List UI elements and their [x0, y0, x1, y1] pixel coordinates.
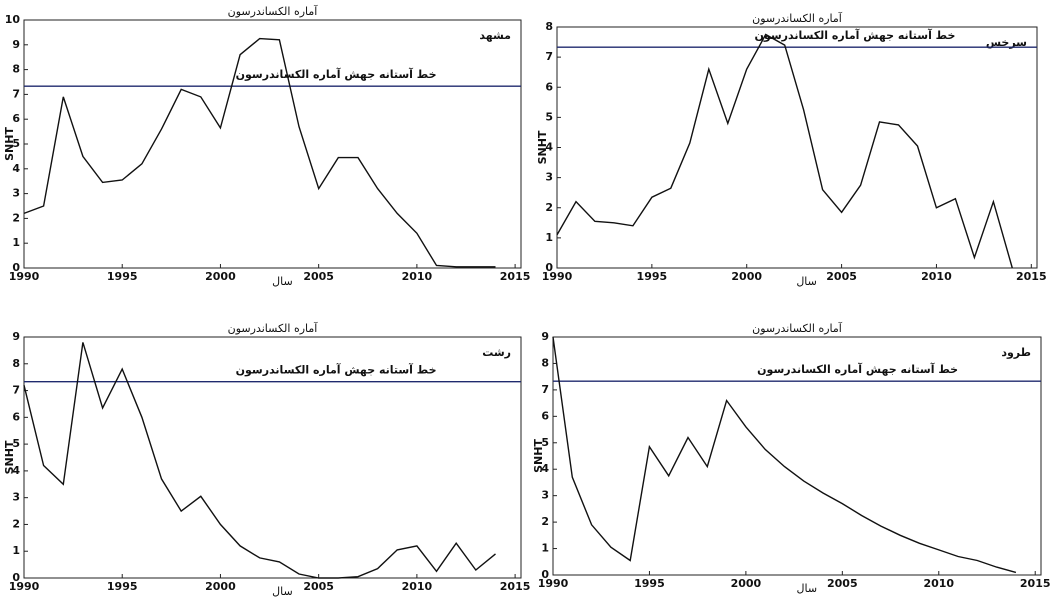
- y-tick-label: 0: [12, 571, 20, 584]
- x-tick-label: 2005: [826, 270, 857, 283]
- y-tick-label: 8: [545, 20, 553, 33]
- y-tick-label: 0: [12, 261, 20, 274]
- y-tick-label: 5: [12, 137, 20, 150]
- x-tick-label: 2000: [205, 580, 236, 593]
- y-axis-label: SNHT: [3, 440, 16, 474]
- x-axis-label: سال: [796, 275, 817, 288]
- plot-frame: [23, 19, 522, 269]
- x-tick-label: 1990: [9, 580, 40, 593]
- y-tick-label: 9: [12, 330, 20, 343]
- data-line: [556, 33, 1013, 269]
- x-tick-label: 2005: [303, 270, 334, 283]
- y-tick-label: 8: [541, 356, 549, 369]
- y-tick-label: 5: [541, 436, 549, 449]
- plot-frame: [23, 336, 522, 579]
- y-tick-label: 2: [12, 211, 20, 224]
- x-tick-label: 1995: [107, 270, 138, 283]
- chart-title: آماره الکساندرسون: [752, 321, 843, 335]
- x-tick-label: 2010: [923, 577, 954, 590]
- y-tick-label: 0: [541, 568, 549, 581]
- y-tick-label: 7: [545, 50, 553, 63]
- x-tick-label: 1990: [538, 577, 569, 590]
- chart-title: آماره الکساندرسون: [752, 11, 843, 25]
- x-axis-label: سال: [796, 582, 817, 595]
- y-tick-label: 8: [12, 357, 20, 370]
- x-tick-label: 2010: [402, 580, 433, 593]
- chart-title: آماره الکساندرسون: [228, 321, 319, 335]
- y-tick-label: 8: [12, 63, 20, 76]
- panel-label: طرود: [1001, 346, 1031, 359]
- y-tick-label: 1: [12, 236, 20, 249]
- x-tick-label: 2005: [303, 580, 334, 593]
- threshold-label: خط آستانه جهش آماره الکساندرسون: [236, 363, 437, 377]
- y-tick-label: 5: [12, 437, 20, 450]
- y-tick-label: 4: [541, 462, 549, 475]
- data-line: [23, 37, 496, 268]
- y-tick-label: 5: [545, 110, 553, 123]
- x-axis-label: سال: [272, 275, 293, 288]
- y-tick-label: 2: [12, 517, 20, 530]
- y-tick-label: 4: [12, 162, 20, 175]
- y-axis-label: SNHT: [3, 127, 16, 161]
- y-tick-label: 2: [541, 515, 549, 528]
- chart-title: آماره الکساندرسون: [228, 4, 319, 18]
- y-tick-label: 6: [541, 409, 549, 422]
- y-tick-label: 7: [12, 87, 20, 100]
- y-tick-label: 1: [541, 542, 549, 555]
- x-tick-label: 1995: [637, 270, 668, 283]
- y-tick-label: 6: [545, 80, 553, 93]
- threshold-label: خط آستانه جهش آماره الکساندرسون: [236, 67, 437, 81]
- x-axis-label: سال: [272, 585, 293, 598]
- x-tick-label: 2015: [500, 580, 531, 593]
- data-line: [23, 342, 496, 579]
- threshold-label: خط آستانه جهش آماره الکساندرسون: [755, 28, 956, 42]
- y-tick-label: 2: [545, 201, 553, 214]
- y-tick-label: 7: [12, 384, 20, 397]
- y-tick-label: 6: [12, 410, 20, 423]
- x-tick-label: 2000: [731, 270, 762, 283]
- x-tick-label: 2010: [402, 270, 433, 283]
- x-tick-label: 2000: [205, 270, 236, 283]
- threshold-label: خط آستانه جهش آماره الکساندرسون: [757, 362, 958, 376]
- data-line: [552, 336, 1017, 574]
- y-tick-label: 4: [12, 464, 20, 477]
- y-axis-label: SNHT: [532, 439, 545, 473]
- x-tick-label: 1995: [107, 580, 138, 593]
- y-tick-label: 9: [12, 38, 20, 51]
- panel-label: رشت: [482, 346, 511, 359]
- y-tick-label: 3: [12, 187, 20, 200]
- x-tick-label: 2010: [921, 270, 952, 283]
- panel-label: مشهد: [479, 29, 511, 42]
- y-tick-label: 7: [541, 383, 549, 396]
- x-tick-label: 1990: [542, 270, 573, 283]
- y-tick-label: 1: [545, 231, 553, 244]
- y-tick-label: 4: [545, 141, 553, 154]
- y-tick-label: 10: [5, 13, 21, 26]
- x-tick-label: 2005: [827, 577, 858, 590]
- y-tick-label: 3: [12, 491, 20, 504]
- x-tick-label: 2015: [1020, 577, 1051, 590]
- x-tick-label: 2015: [1016, 270, 1047, 283]
- plot-frame: [556, 26, 1038, 269]
- y-tick-label: 3: [545, 171, 553, 184]
- y-tick-label: 9: [541, 330, 549, 343]
- x-tick-label: 1990: [9, 270, 40, 283]
- x-tick-label: 2015: [500, 270, 531, 283]
- y-tick-label: 6: [12, 112, 20, 125]
- x-tick-label: 2000: [731, 577, 762, 590]
- y-tick-label: 0: [545, 261, 553, 274]
- x-tick-label: 1995: [634, 577, 665, 590]
- y-axis-label: SNHT: [536, 130, 549, 164]
- y-tick-label: 1: [12, 544, 20, 557]
- panel-label: سرخس: [986, 36, 1027, 49]
- y-tick-label: 3: [541, 489, 549, 502]
- plot-frame: [552, 336, 1042, 576]
